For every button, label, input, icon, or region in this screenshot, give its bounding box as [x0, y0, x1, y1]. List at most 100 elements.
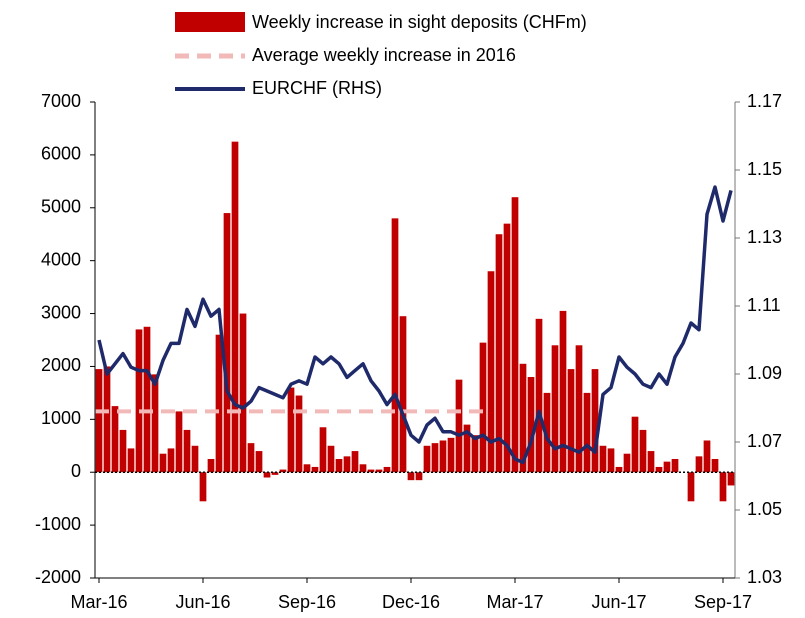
y2-tick-label: 1.05: [747, 499, 782, 519]
bar: [199, 472, 207, 502]
bar: [327, 445, 335, 473]
bar: [503, 223, 511, 473]
bar: [567, 369, 575, 473]
eurchf-line: [97, 185, 733, 465]
y-tick-label: 7000: [41, 91, 81, 111]
bar: [263, 472, 271, 478]
bar: [167, 448, 175, 473]
bar: [391, 218, 399, 473]
bar: [223, 213, 231, 473]
legend-label: EURCHF (RHS): [252, 78, 382, 98]
x-tick-label: Mar-17: [486, 592, 543, 612]
bar: [231, 141, 239, 473]
y-tick-label: 4000: [41, 249, 81, 269]
bar: [495, 234, 503, 473]
y-tick-label: 5000: [41, 197, 81, 217]
bar: [687, 472, 695, 502]
y2-tick-label: 1.09: [747, 363, 782, 383]
y2-tick-label: 1.03: [747, 567, 782, 587]
bar: [415, 472, 423, 481]
bar: [287, 387, 295, 473]
bar: [335, 459, 343, 473]
bar: [511, 197, 519, 473]
x-tick-label: Jun-17: [591, 592, 646, 612]
bar: [175, 411, 183, 473]
bar: [623, 453, 631, 473]
bar: [535, 318, 543, 473]
bar: [615, 466, 623, 473]
y-tick-label: 2000: [41, 355, 81, 375]
bar: [271, 472, 279, 475]
bar: [255, 451, 263, 473]
bar: [607, 448, 615, 473]
y-tick-label: 6000: [41, 144, 81, 164]
bar: [295, 395, 303, 473]
bar: [239, 313, 247, 473]
bar: [215, 334, 223, 473]
bar: [447, 437, 455, 473]
bar: [671, 459, 679, 473]
bar: [719, 472, 727, 502]
bar: [247, 443, 255, 473]
bar: [631, 416, 639, 473]
bar: [599, 445, 607, 473]
bar: [431, 443, 439, 473]
x-tick-label: Dec-16: [382, 592, 440, 612]
bar: [279, 469, 287, 473]
y-tick-label: 1000: [41, 408, 81, 428]
bar: [207, 459, 215, 473]
bar: [551, 345, 559, 473]
legend-swatch: [175, 12, 245, 32]
y2-tick-label: 1.13: [747, 227, 782, 247]
bar: [703, 440, 711, 473]
x-tick-label: Jun-16: [175, 592, 230, 612]
bar: [439, 440, 447, 473]
bar: [727, 472, 735, 486]
y-tick-label: -2000: [35, 567, 81, 587]
y2-tick-label: 1.15: [747, 159, 782, 179]
bar: [399, 316, 407, 473]
bar: [359, 464, 367, 473]
bar: [655, 466, 663, 473]
bar: [303, 464, 311, 473]
bar: [343, 456, 351, 473]
bar: [463, 424, 471, 473]
y2-tick-label: 1.17: [747, 91, 782, 111]
x-tick-label: Sep-16: [278, 592, 336, 612]
bar: [711, 459, 719, 473]
bar: [583, 392, 591, 473]
bar: [519, 363, 527, 473]
bar: [639, 429, 647, 473]
y2-tick-label: 1.07: [747, 431, 782, 451]
bar: [591, 369, 599, 473]
bar: [151, 374, 159, 473]
bar: [95, 369, 103, 473]
bar: [375, 469, 383, 473]
bar: [647, 451, 655, 473]
bar: [559, 310, 567, 473]
bar: [311, 466, 319, 473]
x-tick-label: Sep-17: [694, 592, 752, 612]
y2-tick-label: 1.11: [747, 295, 781, 315]
bar: [471, 435, 479, 473]
bar: [367, 469, 375, 473]
bar: [479, 342, 487, 473]
bar: [183, 429, 191, 473]
bar: [119, 429, 127, 473]
bar: [455, 379, 463, 473]
bar: [695, 456, 703, 473]
bar: [487, 271, 495, 473]
bar: [407, 472, 415, 481]
bar: [135, 329, 143, 473]
bar: [663, 461, 671, 473]
x-tick-label: Mar-16: [70, 592, 127, 612]
bar: [127, 448, 135, 473]
legend-label: Weekly increase in sight deposits (CHFm): [252, 12, 587, 32]
bar: [143, 326, 151, 473]
bar: [575, 345, 583, 473]
bar: [319, 427, 327, 473]
bar: [383, 466, 391, 473]
bar: [159, 453, 167, 473]
bar: [103, 366, 111, 473]
